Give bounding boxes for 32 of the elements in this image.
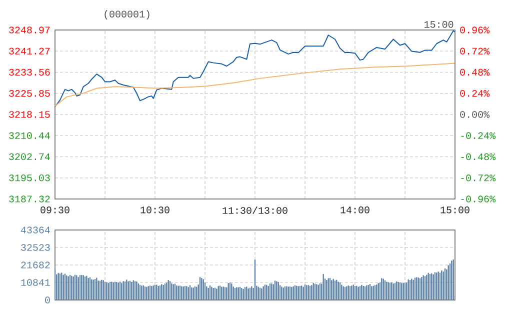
y2-tick-label: -0.24% [461, 132, 496, 140]
y2-tick-label: -0.96% [461, 196, 496, 202]
line-series [55, 62, 455, 107]
y2-tick-label: 0.00% [460, 111, 490, 118]
y2-tick-label: -0.72% [461, 174, 496, 182]
line-series [55, 30, 455, 108]
y-tick-label: 3248.97 [9, 26, 50, 34]
y-tick-label: 3241.27 [9, 48, 50, 54]
y-tick-label: 10841 [21, 279, 50, 286]
y-tick-label: 0 [45, 296, 50, 304]
y-tick-label: 32523 [21, 244, 50, 251]
y2-tick-label: 0.96% [460, 26, 490, 34]
y-tick-label: 3210.44 [9, 132, 50, 140]
y-tick-label: 43364 [20, 226, 50, 234]
y2-tick-label: 0.48% [460, 68, 490, 76]
y-tick-label: 21682 [21, 262, 50, 268]
x-tick-label: 11:30/13:00 [222, 206, 288, 214]
y-tick-label: 3202.74 [9, 153, 50, 160]
y2-tick-label: -0.48% [461, 153, 496, 160]
x-tick-label: 10:30 [140, 206, 170, 214]
y2-tick-label: 0.72% [460, 48, 490, 55]
x-tick-label: 09:30 [40, 206, 70, 214]
x-tick-label: 14:00 [340, 206, 370, 214]
y-tick-label: 3218.15 [9, 111, 50, 118]
y-tick-label: 3233.56 [9, 68, 50, 76]
y-tick-label: 3195.03 [9, 174, 50, 182]
text: 15:00 [424, 21, 454, 28]
chart-title: (000001) [104, 10, 150, 20]
y-tick-label: 3187.32 [9, 196, 50, 202]
y-tick-label: 3225.85 [9, 90, 50, 97]
x-tick-label: 15:00 [440, 206, 470, 214]
y2-tick-label: 0.24% [460, 90, 490, 97]
